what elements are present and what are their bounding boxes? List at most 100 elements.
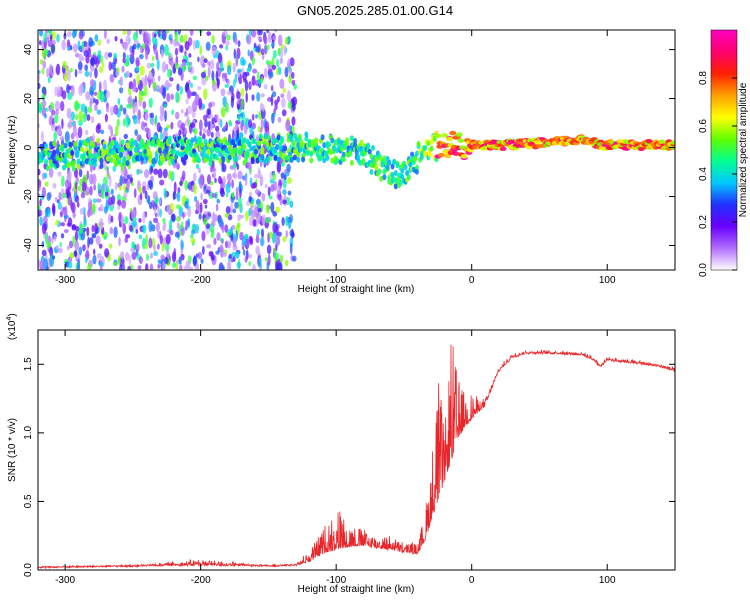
- ridge-blob: [429, 138, 434, 145]
- noise-blob: [133, 188, 137, 199]
- noise-blob: [90, 57, 96, 67]
- noise-blob: [225, 192, 229, 198]
- ridge-blob: [265, 140, 270, 147]
- snr-y-ticks: 0.0 0.5 1.0 1.5: [23, 357, 675, 577]
- noise-blob: [236, 163, 240, 171]
- noise-blob: [184, 180, 189, 191]
- noise-blob: [109, 105, 114, 117]
- noise-blob: [275, 206, 280, 214]
- noise-blob: [220, 88, 226, 97]
- noise-blob: [159, 235, 164, 245]
- noise-blob: [48, 116, 52, 126]
- noise-blob: [136, 73, 140, 86]
- noise-blob: [270, 94, 274, 107]
- noise-blob: [85, 91, 91, 101]
- ridge-blob: [341, 151, 346, 158]
- noise-blob: [130, 247, 135, 253]
- x-tick-label: -300: [55, 275, 75, 286]
- noise-blob: [211, 34, 215, 44]
- ridge-blob: [172, 149, 177, 156]
- noise-blob: [183, 127, 188, 135]
- noise-blob: [104, 113, 108, 123]
- noise-blob: [41, 39, 45, 52]
- noise-blob: [69, 67, 73, 73]
- ridge-blob: [91, 142, 96, 149]
- noise-blob: [157, 264, 161, 269]
- noise-blob: [162, 260, 166, 270]
- noise-blob: [277, 66, 282, 75]
- noise-blob: [255, 134, 259, 142]
- noise-blob: [118, 236, 121, 247]
- noise-blob: [269, 231, 273, 239]
- ridge-blob: [423, 144, 428, 151]
- ridge-blob: [141, 141, 146, 148]
- noise-blob: [260, 108, 266, 120]
- ridge-blob: [358, 159, 363, 166]
- noise-blob: [38, 72, 41, 82]
- ridge-blob: [414, 164, 419, 171]
- noise-blob: [270, 183, 275, 192]
- noise-blob: [280, 162, 285, 167]
- noise-blob: [99, 90, 105, 103]
- noise-blob: [103, 235, 107, 240]
- noise-blob: [213, 237, 217, 246]
- noise-blob: [237, 40, 241, 47]
- noise-blob: [166, 30, 170, 35]
- noise-blob: [123, 133, 128, 139]
- ridge-blob: [336, 138, 341, 145]
- noise-blob: [135, 57, 140, 68]
- noise-blob: [181, 170, 186, 181]
- noise-blob: [189, 266, 194, 270]
- noise-blob: [77, 185, 81, 192]
- noise-blob: [166, 204, 171, 213]
- noise-blob: [181, 122, 186, 131]
- noise-blob: [163, 222, 167, 228]
- noise-blob: [144, 243, 149, 250]
- noise-blob: [66, 83, 70, 94]
- noise-blob: [225, 102, 229, 114]
- noise-blob: [110, 188, 114, 195]
- noise-blob: [263, 83, 268, 90]
- ridge-blob: [410, 151, 415, 158]
- noise-blob: [186, 88, 191, 100]
- noise-blob: [51, 203, 56, 215]
- noise-blob: [285, 215, 289, 227]
- noise-blob: [146, 198, 151, 204]
- noise-blob: [163, 187, 167, 199]
- noise-blob: [91, 233, 97, 238]
- ridge-blob: [361, 159, 366, 166]
- noise-blob: [249, 236, 254, 246]
- noise-blob: [282, 199, 287, 205]
- ridge-blob: [414, 150, 419, 157]
- ridge-blob: [414, 168, 419, 175]
- noise-blob: [39, 260, 44, 266]
- noise-blob: [270, 201, 275, 213]
- noise-blob: [219, 244, 224, 253]
- noise-blob: [61, 39, 66, 51]
- noise-blob: [199, 45, 203, 56]
- noise-blob: [47, 39, 53, 48]
- y-tick-label: -40: [23, 238, 34, 253]
- noise-blob: [222, 96, 227, 108]
- noise-blob: [117, 255, 121, 266]
- noise-blob: [165, 233, 171, 245]
- noise-blob: [184, 50, 187, 56]
- x-tick-label: 0: [469, 575, 475, 586]
- snr-series-line: [38, 344, 675, 570]
- noise-blob: [129, 225, 133, 232]
- noise-blob: [63, 32, 67, 40]
- noise-blob: [136, 243, 140, 252]
- noise-blob: [200, 258, 204, 264]
- noise-blob: [72, 235, 76, 247]
- noise-blob: [221, 238, 224, 244]
- noise-blob: [104, 30, 107, 40]
- ridge-blob: [385, 164, 390, 171]
- noise-blob: [126, 30, 132, 36]
- noise-blob: [124, 216, 129, 225]
- noise-blob: [224, 212, 229, 219]
- noise-blob: [92, 97, 96, 103]
- noise-blob: [115, 125, 119, 137]
- noise-blob: [235, 189, 239, 201]
- noise-blob: [254, 188, 260, 195]
- noise-blob: [248, 253, 252, 259]
